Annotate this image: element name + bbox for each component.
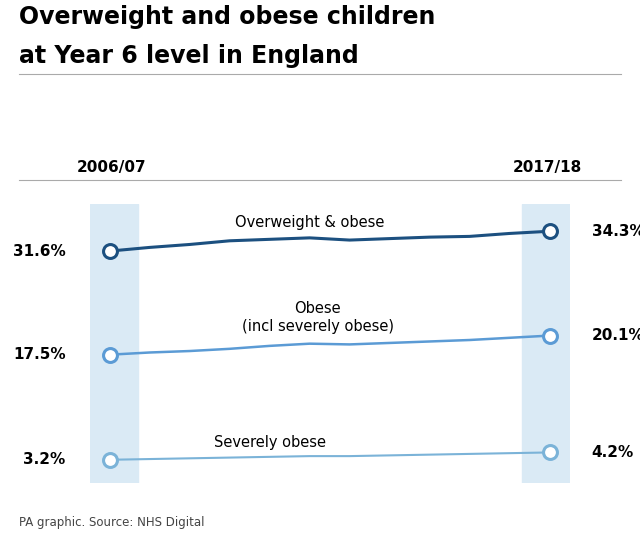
Text: 3.2%: 3.2%	[23, 452, 66, 467]
Text: 20.1%: 20.1%	[591, 328, 640, 343]
Text: Severely obese: Severely obese	[214, 435, 326, 450]
Text: 4.2%: 4.2%	[591, 445, 634, 460]
Text: 2017/18: 2017/18	[513, 159, 582, 175]
Text: 17.5%: 17.5%	[13, 347, 66, 362]
Text: 31.6%: 31.6%	[13, 244, 66, 259]
Bar	[90, 204, 138, 483]
Text: at Year 6 level in England: at Year 6 level in England	[19, 44, 359, 68]
Text: Obese
(incl severely obese): Obese (incl severely obese)	[242, 301, 394, 334]
Text: Overweight and obese children: Overweight and obese children	[19, 5, 436, 30]
Text: Overweight & obese: Overweight & obese	[235, 215, 384, 230]
Text: 2006/07: 2006/07	[77, 159, 147, 175]
Text: PA graphic. Source: NHS Digital: PA graphic. Source: NHS Digital	[19, 516, 205, 529]
Bar	[522, 204, 570, 483]
Text: 34.3%: 34.3%	[591, 224, 640, 239]
